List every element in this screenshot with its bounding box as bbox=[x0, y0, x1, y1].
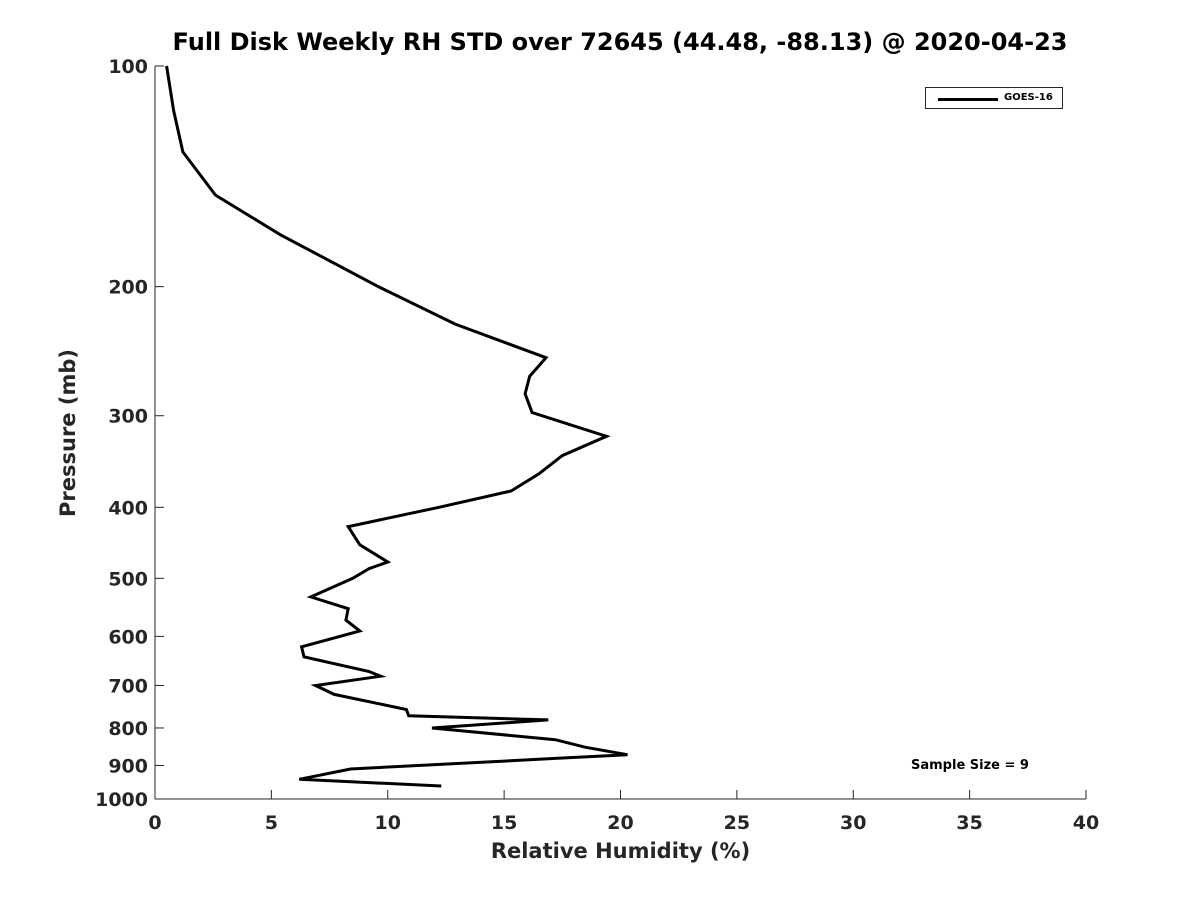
y-tick-label: 800 bbox=[108, 718, 148, 740]
x-tick-label: 35 bbox=[956, 812, 982, 834]
series-line-goes-16 bbox=[165, 65, 628, 788]
y-tick-label: 600 bbox=[108, 626, 148, 648]
legend-label-goes-16: GOES-16 bbox=[1004, 92, 1053, 103]
legend: GOES-16 bbox=[925, 87, 1063, 109]
y-tick-label: 200 bbox=[108, 277, 148, 299]
x-tick-label: 15 bbox=[491, 812, 517, 834]
y-tick-label: 900 bbox=[108, 755, 148, 777]
y-tick-label: 500 bbox=[108, 568, 148, 590]
y-tick-label: 1000 bbox=[95, 789, 148, 811]
x-tick-label: 25 bbox=[724, 812, 750, 834]
series-layer bbox=[165, 65, 628, 788]
x-tick-label: 0 bbox=[148, 812, 161, 834]
x-tick-label: 10 bbox=[375, 812, 401, 834]
x-tick-label: 30 bbox=[840, 812, 866, 834]
x-tick-label: 20 bbox=[607, 812, 633, 834]
y-tick-label: 100 bbox=[108, 56, 148, 78]
y-tick-label: 400 bbox=[108, 497, 148, 519]
axes-layer: 0 5 10 15 20 25 30 35 40 100 200 300 400 500 600 700 800… bbox=[95, 56, 1099, 834]
chart-title: Full Disk Weekly RH STD over 72645 (44.4… bbox=[172, 28, 1068, 56]
x-tick-label: 5 bbox=[265, 812, 278, 834]
y-tick-label: 700 bbox=[108, 675, 148, 697]
x-axis-label: Relative Humidity (%) bbox=[490, 839, 751, 863]
sample-size-annotation: Sample Size = 9 bbox=[911, 758, 1029, 773]
x-tick-label: 40 bbox=[1073, 812, 1099, 834]
y-tick-label: 300 bbox=[108, 406, 148, 428]
legend-line-goes-16 bbox=[938, 98, 998, 101]
y-axis-label: Pressure (mb) bbox=[56, 349, 80, 517]
